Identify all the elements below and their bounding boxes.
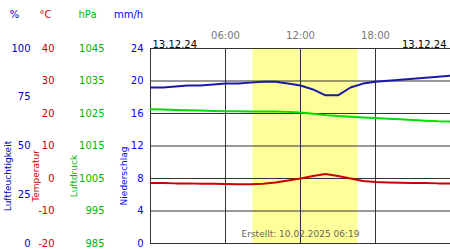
- svg-text:100: 100: [11, 43, 30, 54]
- svg-text:1035: 1035: [79, 75, 104, 86]
- svg-text:hPa: hPa: [78, 9, 96, 20]
- svg-text:Temperatur: Temperatur: [31, 150, 41, 203]
- svg-text:-20: -20: [38, 238, 54, 249]
- svg-text:18:00: 18:00: [361, 30, 390, 41]
- svg-text:Erstellt: 10.02.2025 06:19: Erstellt: 10.02.2025 06:19: [242, 229, 360, 239]
- svg-text:0: 0: [137, 238, 143, 249]
- svg-text:Niederschlag: Niederschlag: [119, 147, 129, 206]
- svg-text:06:00: 06:00: [211, 30, 240, 41]
- svg-text:0: 0: [48, 173, 54, 184]
- svg-text:mm/h: mm/h: [114, 9, 143, 20]
- svg-text:10: 10: [42, 140, 55, 151]
- svg-text:50: 50: [18, 140, 31, 151]
- svg-text:1015: 1015: [79, 140, 104, 151]
- svg-text:75: 75: [18, 91, 31, 102]
- svg-text:20: 20: [42, 108, 55, 119]
- svg-text:13.12.24: 13.12.24: [153, 39, 198, 50]
- svg-text:12: 12: [131, 140, 144, 151]
- svg-text:40: 40: [42, 43, 55, 54]
- svg-text:16: 16: [131, 108, 144, 119]
- svg-text:Luftfeuchtigkeit: Luftfeuchtigkeit: [3, 140, 13, 211]
- svg-text:8: 8: [137, 173, 143, 184]
- svg-text:1025: 1025: [79, 108, 104, 119]
- svg-text:25: 25: [18, 189, 31, 200]
- svg-text:4: 4: [137, 205, 143, 216]
- svg-text:985: 985: [85, 238, 104, 249]
- svg-text:13.12.24: 13.12.24: [402, 39, 447, 50]
- svg-text:24: 24: [131, 43, 144, 54]
- svg-text:20: 20: [131, 75, 144, 86]
- svg-text:-10: -10: [38, 205, 54, 216]
- svg-text:0: 0: [24, 238, 30, 249]
- svg-text:12:00: 12:00: [286, 30, 315, 41]
- svg-text:30: 30: [42, 75, 55, 86]
- svg-text:Luftdruck: Luftdruck: [69, 154, 79, 197]
- svg-text:995: 995: [85, 205, 104, 216]
- svg-text:%: %: [10, 9, 20, 20]
- svg-text:1045: 1045: [79, 43, 104, 54]
- svg-text:1005: 1005: [79, 173, 104, 184]
- svg-text:°C: °C: [40, 9, 52, 20]
